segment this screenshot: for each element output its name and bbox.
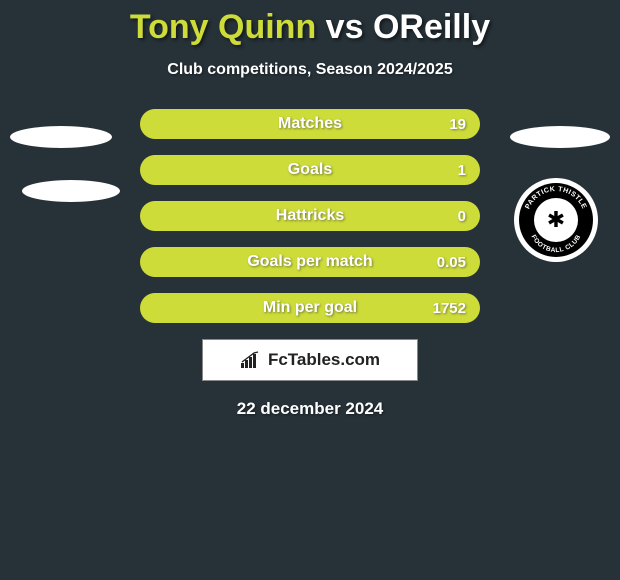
date-text: 22 december 2024 (0, 399, 620, 419)
stat-value-right: 0.05 (437, 254, 466, 271)
stat-bar-gpm: Goals per match 0.05 (140, 247, 480, 277)
stat-value-right: 1 (458, 162, 466, 179)
stats-container: Matches 19 Goals 1 Hattricks 0 Goals per… (0, 109, 620, 323)
stat-label: Min per goal (263, 299, 357, 317)
stat-row: Goals 1 (0, 155, 620, 185)
vs-separator: vs (326, 8, 364, 46)
player-left-name: Tony Quinn (130, 8, 316, 46)
stat-row: Goals per match 0.05 (0, 247, 620, 277)
stat-row: Matches 19 (0, 109, 620, 139)
player-right-name: OReilly (373, 8, 490, 46)
stat-value-right: 0 (458, 208, 466, 225)
stat-bar-hattricks: Hattricks 0 (140, 201, 480, 231)
stat-value-right: 1752 (433, 300, 466, 317)
subtitle-text: Club competitions, Season 2024/2025 (0, 61, 620, 79)
chart-icon (240, 351, 262, 369)
watermark-box: FcTables.com (202, 339, 418, 381)
stat-label: Hattricks (276, 207, 344, 225)
stat-row: Hattricks 0 (0, 201, 620, 231)
stat-value-right: 19 (449, 116, 466, 133)
stat-label: Goals per match (247, 253, 372, 271)
stat-bar-matches: Matches 19 (140, 109, 480, 139)
stat-bar-goals: Goals 1 (140, 155, 480, 185)
comparison-title: Tony Quinn vs OReilly (0, 0, 620, 47)
stat-label: Goals (288, 161, 332, 179)
watermark-text: FcTables.com (268, 350, 380, 370)
stat-bar-mpg: Min per goal 1752 (140, 293, 480, 323)
stat-row: Min per goal 1752 (0, 293, 620, 323)
stat-label: Matches (278, 115, 342, 133)
